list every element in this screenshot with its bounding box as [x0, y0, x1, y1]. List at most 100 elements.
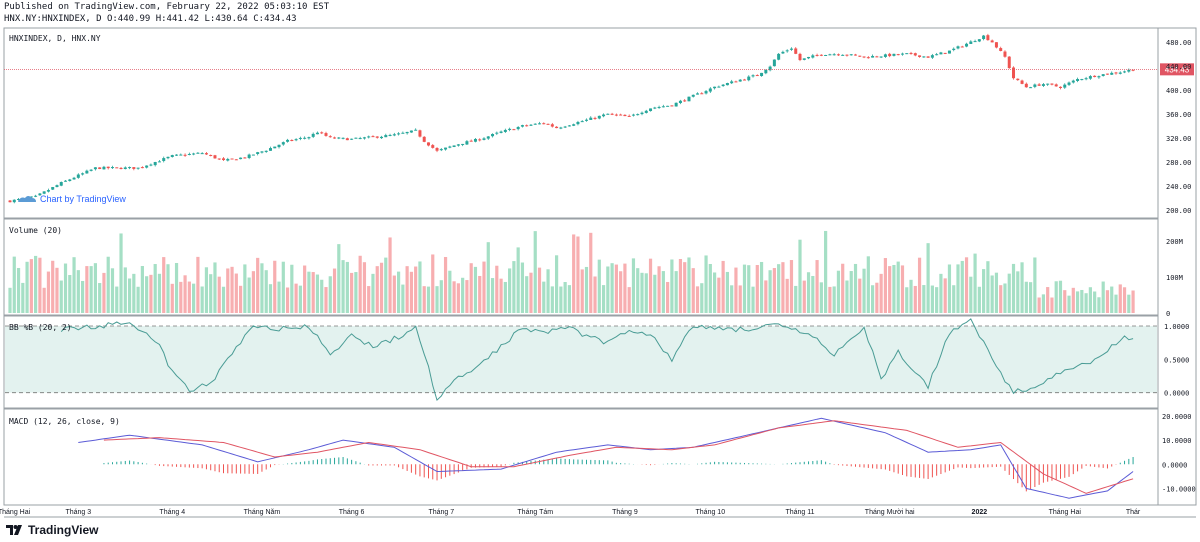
volume-bar — [542, 281, 546, 313]
candle — [98, 167, 102, 170]
candle — [990, 39, 994, 43]
candle — [375, 136, 379, 139]
candle — [1007, 56, 1011, 69]
candle — [866, 56, 870, 59]
volume-bar — [350, 272, 354, 313]
volume-bar — [670, 259, 674, 313]
candle — [542, 122, 546, 125]
candle — [832, 53, 836, 56]
volume-bar — [76, 270, 80, 313]
candle — [1088, 75, 1092, 80]
candle — [8, 200, 12, 203]
candle — [836, 53, 840, 57]
volume-bar — [46, 271, 51, 313]
volume-bar — [794, 285, 798, 313]
candle — [277, 144, 281, 149]
candle — [192, 152, 196, 156]
candle — [307, 136, 311, 140]
candle — [311, 132, 315, 139]
volume-bar — [251, 271, 256, 313]
volume-bar — [179, 281, 183, 313]
candle — [268, 146, 272, 151]
time-axis-label: Tháng Tám — [517, 509, 553, 516]
published-line: Published on TradingView.com, February 2… — [4, 2, 330, 12]
candle — [631, 113, 635, 117]
macd-tick-label: -10.0000 — [1162, 485, 1196, 493]
volume-bar — [234, 273, 238, 313]
volume-bar — [520, 262, 525, 313]
volume-bar — [149, 274, 153, 313]
candle — [243, 157, 247, 159]
price-pane[interactable] — [3, 27, 1159, 219]
tradingview-logo[interactable]: TradingView — [6, 523, 98, 537]
candle — [674, 102, 678, 107]
volume-bar — [828, 286, 832, 313]
candle — [397, 132, 401, 136]
candle — [713, 86, 717, 90]
volume-bar — [725, 271, 730, 313]
candle — [324, 131, 328, 137]
candle — [623, 114, 627, 117]
volume-bar — [486, 242, 490, 313]
candle — [38, 192, 42, 196]
bb-pane-title: BB %B (20, 2) — [9, 323, 72, 332]
volume-bar — [815, 260, 819, 313]
price-tick-label: 360.00 — [1166, 111, 1191, 119]
candle — [448, 145, 452, 149]
volume-bar — [601, 285, 606, 313]
volume-bar — [666, 281, 670, 313]
candle — [34, 194, 38, 198]
volume-bar — [657, 266, 661, 313]
candle — [1084, 76, 1088, 81]
candle — [947, 50, 951, 54]
volume-bar — [836, 270, 841, 313]
candle — [576, 120, 580, 126]
volume-bar — [862, 268, 866, 313]
volume-bar — [1011, 263, 1016, 313]
volume-bar — [811, 275, 815, 313]
volume-bar — [16, 267, 21, 313]
volume-bar — [200, 286, 204, 313]
volume-bar — [63, 263, 68, 313]
volume-bar — [153, 264, 157, 313]
price-axis[interactable] — [1157, 27, 1197, 506]
candle — [892, 53, 896, 57]
candle — [657, 105, 661, 109]
candle — [943, 52, 947, 55]
candle — [76, 173, 80, 179]
volume-bar — [290, 264, 294, 313]
volume-bar — [853, 263, 858, 313]
watermark: Chart by TradingView — [40, 194, 126, 204]
volume-bar — [508, 268, 512, 313]
volume-bar — [917, 257, 922, 313]
candle — [68, 178, 72, 182]
candle — [337, 137, 341, 140]
candle — [849, 54, 853, 56]
candle — [935, 52, 939, 56]
candle — [495, 131, 499, 136]
candle — [183, 153, 187, 157]
ohlc-line: HNX.NY:HNXINDEX, D O:440.99 H:441.42 L:4… — [4, 14, 297, 24]
volume-bar — [717, 277, 721, 313]
volume-bar — [1037, 297, 1041, 313]
candle — [1097, 75, 1101, 79]
volume-bar — [678, 259, 683, 313]
candle — [213, 154, 217, 159]
candle — [913, 52, 917, 57]
macd-pane-title: MACD (12, 26, close, 9) — [9, 417, 120, 426]
candle — [247, 153, 251, 160]
volume-bar — [285, 287, 290, 313]
volume-bar — [341, 260, 345, 313]
candle — [226, 157, 230, 162]
candle — [486, 136, 490, 140]
volume-bar — [213, 262, 217, 313]
candle — [768, 65, 772, 72]
volume-bar — [307, 271, 311, 313]
volume-bar — [512, 261, 516, 313]
candle — [986, 33, 990, 41]
candle — [862, 56, 866, 59]
candle — [661, 104, 665, 108]
macd-pane[interactable] — [3, 408, 1159, 506]
volume-bar — [337, 244, 341, 313]
